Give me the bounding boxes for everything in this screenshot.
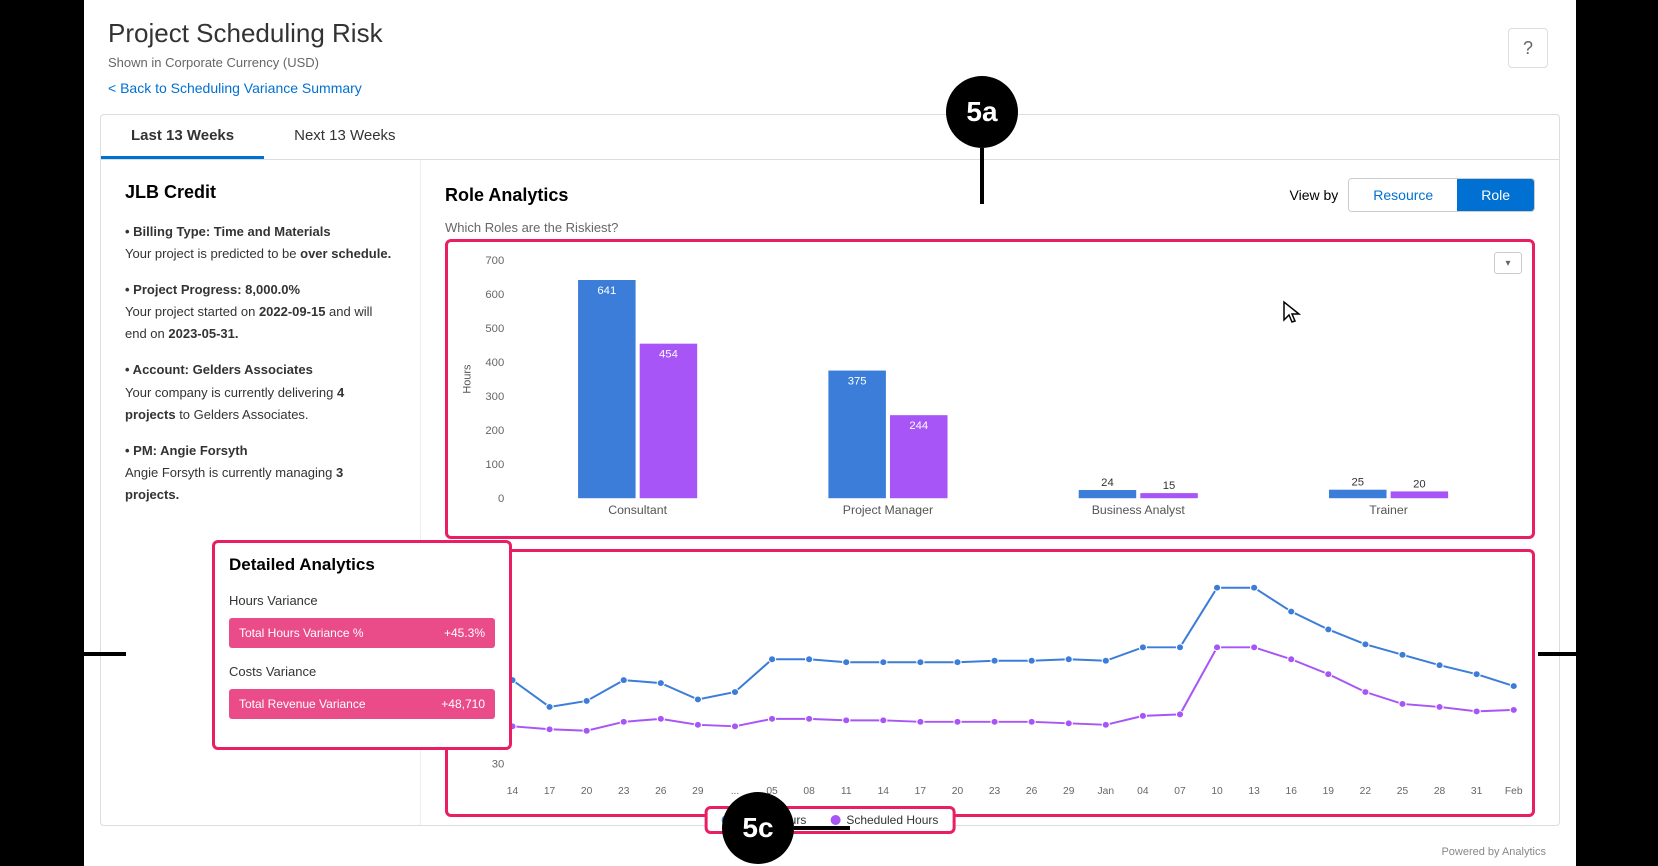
svg-text:17: 17 — [915, 786, 927, 797]
svg-text:31: 31 — [1471, 786, 1483, 797]
svg-text:19: 19 — [1323, 786, 1335, 797]
svg-text:244: 244 — [909, 420, 928, 432]
tab-next-13-weeks[interactable]: Next 13 Weeks — [264, 115, 425, 159]
pm: • PM: Angie Forsyth Angie Forsyth is cur… — [125, 440, 396, 506]
svg-text:26: 26 — [1026, 786, 1038, 797]
svg-text:500: 500 — [485, 323, 504, 335]
help-button[interactable]: ? — [1508, 28, 1548, 68]
total-revenue-variance-pill[interactable]: Total Revenue Variance +48,710 — [229, 689, 495, 719]
svg-text:400: 400 — [485, 357, 504, 369]
svg-text:07: 07 — [1174, 786, 1186, 797]
svg-text:23: 23 — [618, 786, 630, 797]
svg-text:Jan: Jan — [1098, 786, 1115, 797]
detailed-title: Detailed Analytics — [229, 555, 495, 575]
svg-text:0: 0 — [498, 493, 504, 505]
svg-text:Trainer: Trainer — [1369, 503, 1408, 517]
svg-text:20: 20 — [581, 786, 593, 797]
view-by-resource[interactable]: Resource — [1349, 179, 1457, 211]
detailed-analytics-panel: Detailed Analytics Hours Variance Total … — [212, 540, 512, 750]
svg-text:375: 375 — [848, 376, 867, 388]
svg-text:Feb: Feb — [1505, 786, 1523, 797]
tabs: Last 13 Weeks Next 13 Weeks — [101, 115, 1559, 160]
svg-text:13: 13 — [1248, 786, 1260, 797]
svg-text:Hours: Hours — [461, 364, 473, 394]
project-name: JLB Credit — [125, 182, 396, 203]
view-by-toggle: Resource Role — [1348, 178, 1535, 212]
svg-text:15: 15 — [1163, 480, 1176, 492]
back-link[interactable]: < Back to Scheduling Variance Summary — [108, 80, 362, 96]
chart-options-dropdown[interactable]: ▾ — [1494, 252, 1522, 274]
svg-text:Project Manager: Project Manager — [843, 503, 933, 517]
chart-subtitle: Which Roles are the Riskiest? — [445, 220, 1535, 235]
svg-text:17: 17 — [544, 786, 556, 797]
svg-text:600: 600 — [485, 289, 504, 301]
svg-text:Business Analyst: Business Analyst — [1092, 503, 1186, 517]
total-hours-variance-pill[interactable]: Total Hours Variance % +45.3% — [229, 618, 495, 648]
svg-text:25: 25 — [1397, 786, 1409, 797]
svg-text:454: 454 — [659, 349, 678, 361]
svg-text:14: 14 — [878, 786, 890, 797]
svg-text:20: 20 — [952, 786, 964, 797]
page-title: Project Scheduling Risk — [108, 18, 1552, 49]
svg-text:14: 14 — [507, 786, 519, 797]
svg-text:16: 16 — [1286, 786, 1298, 797]
callout-5b: 5b — [1594, 630, 1636, 672]
callout-5c: 5c — [722, 792, 794, 864]
svg-text:30: 30 — [492, 759, 505, 771]
svg-text:04: 04 — [1137, 786, 1149, 797]
callout-4: 4 — [30, 630, 50, 672]
role-analytics-title: Role Analytics — [445, 185, 568, 206]
view-by-role[interactable]: Role — [1457, 179, 1534, 211]
svg-text:22: 22 — [1360, 786, 1372, 797]
callout-5a: 5a — [946, 76, 1018, 148]
svg-text:08: 08 — [803, 786, 815, 797]
svg-text:29: 29 — [692, 786, 704, 797]
svg-text:641: 641 — [597, 285, 616, 297]
svg-text:10: 10 — [1211, 786, 1223, 797]
svg-text:26: 26 — [655, 786, 667, 797]
svg-text:24: 24 — [1101, 477, 1114, 489]
svg-text:11: 11 — [841, 786, 852, 797]
project-progress: • Project Progress: 8,000.0% Your projec… — [125, 279, 396, 345]
bar-chart: ▾ 0 100 200 300 400 500 600 700 Hours 641 454 Consu… — [445, 239, 1535, 539]
hours-variance-label: Hours Variance — [229, 593, 495, 608]
footer-text: Powered by Analytics — [1441, 846, 1546, 858]
svg-text:Consultant: Consultant — [608, 503, 668, 517]
legend-scheduled: Scheduled Hours — [846, 813, 938, 827]
svg-text:100: 100 — [485, 459, 504, 471]
account: • Account: Gelders Associates Your compa… — [125, 359, 396, 425]
view-by-label: View by — [1290, 187, 1339, 203]
svg-text:300: 300 — [485, 391, 504, 403]
cursor-icon — [1282, 300, 1302, 330]
svg-text:...: ... — [731, 786, 740, 797]
svg-text:23: 23 — [989, 786, 1001, 797]
svg-text:25: 25 — [1351, 477, 1364, 489]
costs-variance-label: Costs Variance — [229, 664, 495, 679]
svg-text:29: 29 — [1063, 786, 1075, 797]
svg-text:700: 700 — [485, 255, 504, 267]
svg-text:20: 20 — [1413, 479, 1426, 491]
tab-last-13-weeks[interactable]: Last 13 Weeks — [101, 115, 264, 159]
svg-text:200: 200 — [485, 425, 504, 437]
subtitle: Shown in Corporate Currency (USD) — [108, 55, 1552, 70]
line-chart: 306090120150Hours141720232629...05081114… — [445, 549, 1535, 817]
billing-type: • Billing Type: Time and Materials Your … — [125, 221, 396, 265]
svg-text:28: 28 — [1434, 786, 1446, 797]
